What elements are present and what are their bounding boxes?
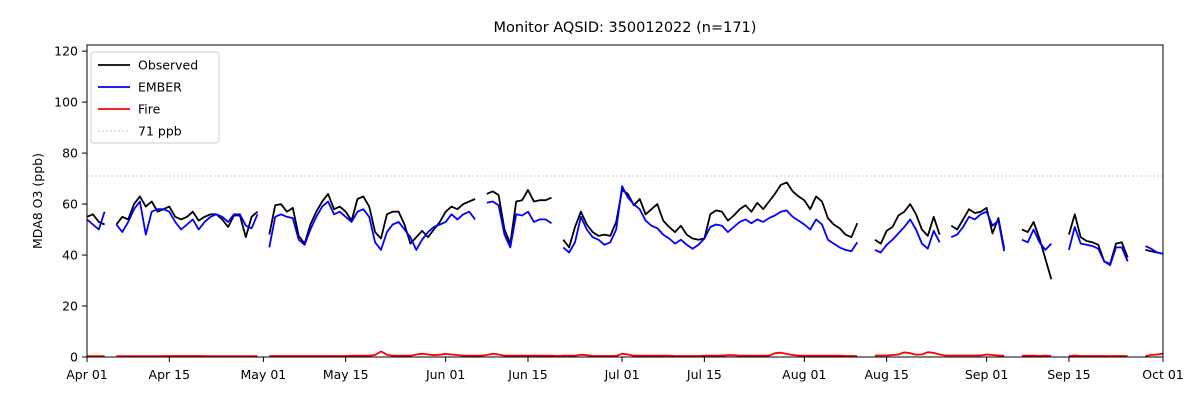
fire-line (87, 350, 1164, 358)
x-tick-label: May 01 (241, 367, 287, 382)
y-tick-label: 60 (62, 197, 78, 212)
x-tick-label: Sep 15 (1047, 367, 1090, 382)
y-tick-label: 0 (70, 350, 78, 365)
ember-line (86, 185, 1164, 267)
legend-item-label: Observed (138, 58, 198, 73)
y-tick-label: 100 (54, 95, 78, 110)
legend-item-label: 71 ppb (138, 124, 182, 139)
y-axis-label: MDA8 O3 (ppb) (30, 153, 45, 249)
legend-item-label: Fire (138, 102, 161, 117)
x-tick-label: Oct 01 (1142, 367, 1184, 382)
x-tick-label: Apr 15 (149, 367, 191, 382)
observed-line (86, 181, 1164, 280)
x-tick-label: May 15 (323, 367, 369, 382)
y-tick-label: 80 (62, 146, 78, 161)
x-tick-label: Jun 01 (425, 367, 465, 382)
x-tick-label: Sep 01 (965, 367, 1008, 382)
series-layer (86, 181, 1164, 358)
x-tick-label: Aug 01 (782, 367, 826, 382)
plot-frame (86, 44, 1164, 358)
legend: Observed EMBER Fire 71 ppb (90, 51, 220, 144)
legend-box (90, 51, 220, 144)
y-tick-label: 120 (54, 44, 78, 59)
x-tick-label: Apr 01 (66, 367, 108, 382)
x-tick-label: Jul 15 (686, 367, 722, 382)
x-tick-label: Jun 15 (507, 367, 547, 382)
y-tick-label: 20 (62, 299, 78, 314)
legend-item-label: EMBER (138, 80, 182, 95)
x-axis-ticks: Apr 01 Apr 15 May 01 May 15 Jun 01 Jun 15 Jul … (66, 357, 1184, 382)
y-tick-label: 40 (62, 248, 78, 263)
x-tick-label: Aug 15 (865, 367, 909, 382)
y-axis-ticks: 0 20 40 60 80 100 120 (54, 44, 87, 365)
chart-title: Monitor AQSID: 350012022 (n=171) (494, 20, 757, 36)
x-tick-label: Jul 01 (604, 367, 640, 382)
